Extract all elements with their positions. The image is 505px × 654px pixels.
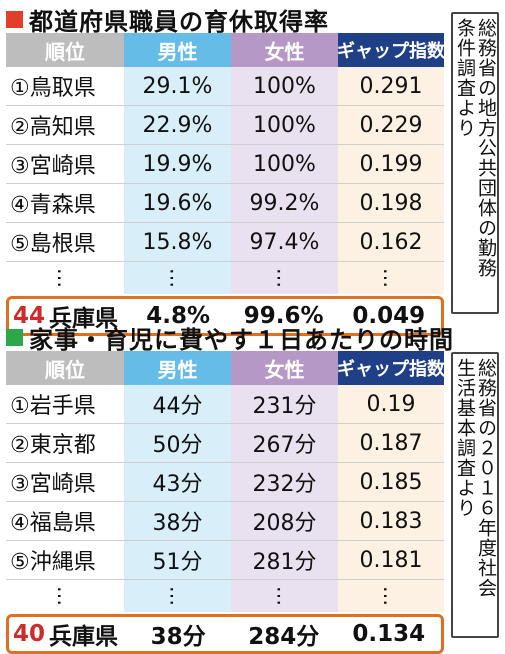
highlight-row-hyogo: 40 兵庫県 38分 284分 0.134 — [6, 614, 444, 654]
ellipsis-mark: … — [379, 268, 403, 288]
ellipsis-row: … … … … — [6, 580, 444, 612]
male-cell: 50分 — [124, 424, 231, 462]
female-cell: 100% — [231, 67, 338, 105]
female-cell: 232分 — [231, 463, 338, 501]
ellipsis-mark: … — [165, 586, 190, 606]
ranking-table: 順位 男性 女性 ギャップ指数 ①鳥取県 29.1% 100% 0.291 ②高… — [6, 33, 445, 336]
rank-cell: ④福島県 — [10, 511, 96, 536]
table-header: 順位 男性 女性 ギャップ指数 — [6, 351, 445, 385]
rank-cell: ②高知県 — [10, 115, 96, 140]
gap-cell: 0.162 — [338, 223, 444, 261]
rank-cell: ⑤沖縄県 — [10, 550, 96, 575]
gap-cell: 0.187 — [338, 424, 444, 462]
male-cell: 44分 — [124, 385, 231, 423]
gap-cell: 0.199 — [338, 145, 444, 183]
gap-cell: 0.229 — [338, 106, 444, 144]
male-cell: 38分 — [124, 502, 231, 540]
source-note: 総務省の２０１６年度社会 生活基本調査より — [451, 352, 499, 638]
male-cell: 51分 — [124, 541, 231, 579]
header-male: 男性 — [124, 351, 231, 385]
female-cell: 284分 — [248, 624, 320, 650]
header-male: 男性 — [124, 33, 231, 67]
male-cell: 19.6% — [124, 184, 231, 222]
rank-cell: ②東京都 — [10, 433, 96, 458]
green-square-icon — [6, 329, 23, 346]
ellipsis-mark: … — [379, 586, 403, 606]
rank-cell: ①鳥取県 — [10, 76, 96, 101]
ellipsis-mark: … — [165, 268, 190, 288]
ellipsis-mark: … — [53, 268, 77, 288]
ellipsis-mark: … — [53, 586, 77, 606]
gap-cell: 0.185 — [338, 463, 444, 501]
rank-number: 40 — [13, 621, 46, 647]
gap-cell: 0.291 — [338, 67, 444, 105]
table-row: ④福島県 38分 208分 0.183 — [6, 502, 444, 541]
rank-number: 44 — [13, 303, 46, 329]
rank-cell: 40 兵庫県 — [9, 617, 125, 651]
table-row: ②高知県 22.9% 100% 0.229 — [6, 106, 444, 145]
table-row: ⑤沖縄県 51分 281分 0.181 — [6, 541, 444, 580]
section-heading: 都道府県職員の育休取得率 — [6, 2, 329, 37]
source-line: 生活基本調査より — [454, 358, 476, 518]
female-cell: 100% — [231, 106, 338, 144]
section-heading: 家事・育児に費やす１日あたりの時間 — [6, 320, 454, 355]
prefecture-name: 兵庫県 — [49, 306, 119, 332]
gap-cell: 0.19 — [338, 385, 444, 423]
gap-cell: 0.181 — [338, 541, 444, 579]
header-rank: 順位 — [6, 351, 124, 385]
gap-cell: 0.134 — [352, 621, 426, 647]
table-row: ⑤島根県 15.8% 97.4% 0.162 — [6, 223, 444, 262]
gap-cell: 0.183 — [338, 502, 444, 540]
male-cell: 4.8% — [146, 303, 211, 329]
male-cell: 15.8% — [124, 223, 231, 261]
header-gap-index: ギャップ指数 — [337, 351, 445, 385]
female-cell: 267分 — [231, 424, 338, 462]
rank-cell: ⑤島根県 — [10, 232, 96, 257]
male-cell: 43分 — [124, 463, 231, 501]
source-line: 総務省の２０１６年度社会 — [475, 358, 497, 598]
source-line: 総務省の地方公共団体の勤務 — [475, 18, 497, 278]
male-cell: 38分 — [150, 624, 206, 650]
highlight-row-hyogo: 44 兵庫県 4.8% 99.6% 0.049 — [6, 296, 444, 336]
male-cell: 22.9% — [124, 106, 231, 144]
rank-cell: ③宮崎県 — [10, 472, 96, 497]
table-row: ②東京都 50分 267分 0.187 — [6, 424, 444, 463]
gap-cell: 0.049 — [352, 303, 426, 329]
female-cell: 100% — [231, 145, 338, 183]
table-row: ③宮崎県 43分 232分 0.185 — [6, 463, 444, 502]
header-rank: 順位 — [6, 33, 124, 67]
red-square-icon — [6, 11, 23, 28]
section-title: 都道府県職員の育休取得率 — [29, 8, 329, 36]
rank-cell: ③宮崎県 — [10, 154, 96, 179]
table-header: 順位 男性 女性 ギャップ指数 — [6, 33, 445, 67]
female-cell: 231分 — [231, 385, 338, 423]
table-row: ①鳥取県 29.1% 100% 0.291 — [6, 67, 444, 106]
ellipsis-mark: … — [272, 268, 297, 288]
rank-cell: 44 兵庫県 — [9, 299, 125, 333]
table-row: ③宮崎県 19.9% 100% 0.199 — [6, 145, 444, 184]
header-gap-index: ギャップ指数 — [337, 33, 445, 67]
female-cell: 99.2% — [231, 184, 338, 222]
source-line: 条件調査より — [454, 18, 476, 138]
prefecture-name: 兵庫県 — [49, 624, 119, 650]
female-cell: 97.4% — [231, 223, 338, 261]
rank-cell: ④青森県 — [10, 193, 96, 218]
female-cell: 281分 — [231, 541, 338, 579]
header-female: 女性 — [231, 33, 338, 67]
male-cell: 29.1% — [124, 67, 231, 105]
male-cell: 19.9% — [124, 145, 231, 183]
ellipsis-mark: … — [272, 586, 297, 606]
rank-cell: ①岩手県 — [10, 394, 96, 419]
header-female: 女性 — [231, 351, 338, 385]
table-row: ①岩手県 44分 231分 0.19 — [6, 385, 444, 424]
female-cell: 99.6% — [243, 303, 324, 329]
female-cell: 208分 — [231, 502, 338, 540]
section-title: 家事・育児に費やす１日あたりの時間 — [29, 326, 454, 354]
ranking-table: 順位 男性 女性 ギャップ指数 ①岩手県 44分 231分 0.19 ②東京都 … — [6, 351, 445, 654]
gap-cell: 0.198 — [338, 184, 444, 222]
source-note: 総務省の地方公共団体の勤務 条件調査より — [451, 12, 499, 314]
table-row: ④青森県 19.6% 99.2% 0.198 — [6, 184, 444, 223]
ellipsis-row: … … … … — [6, 262, 444, 294]
